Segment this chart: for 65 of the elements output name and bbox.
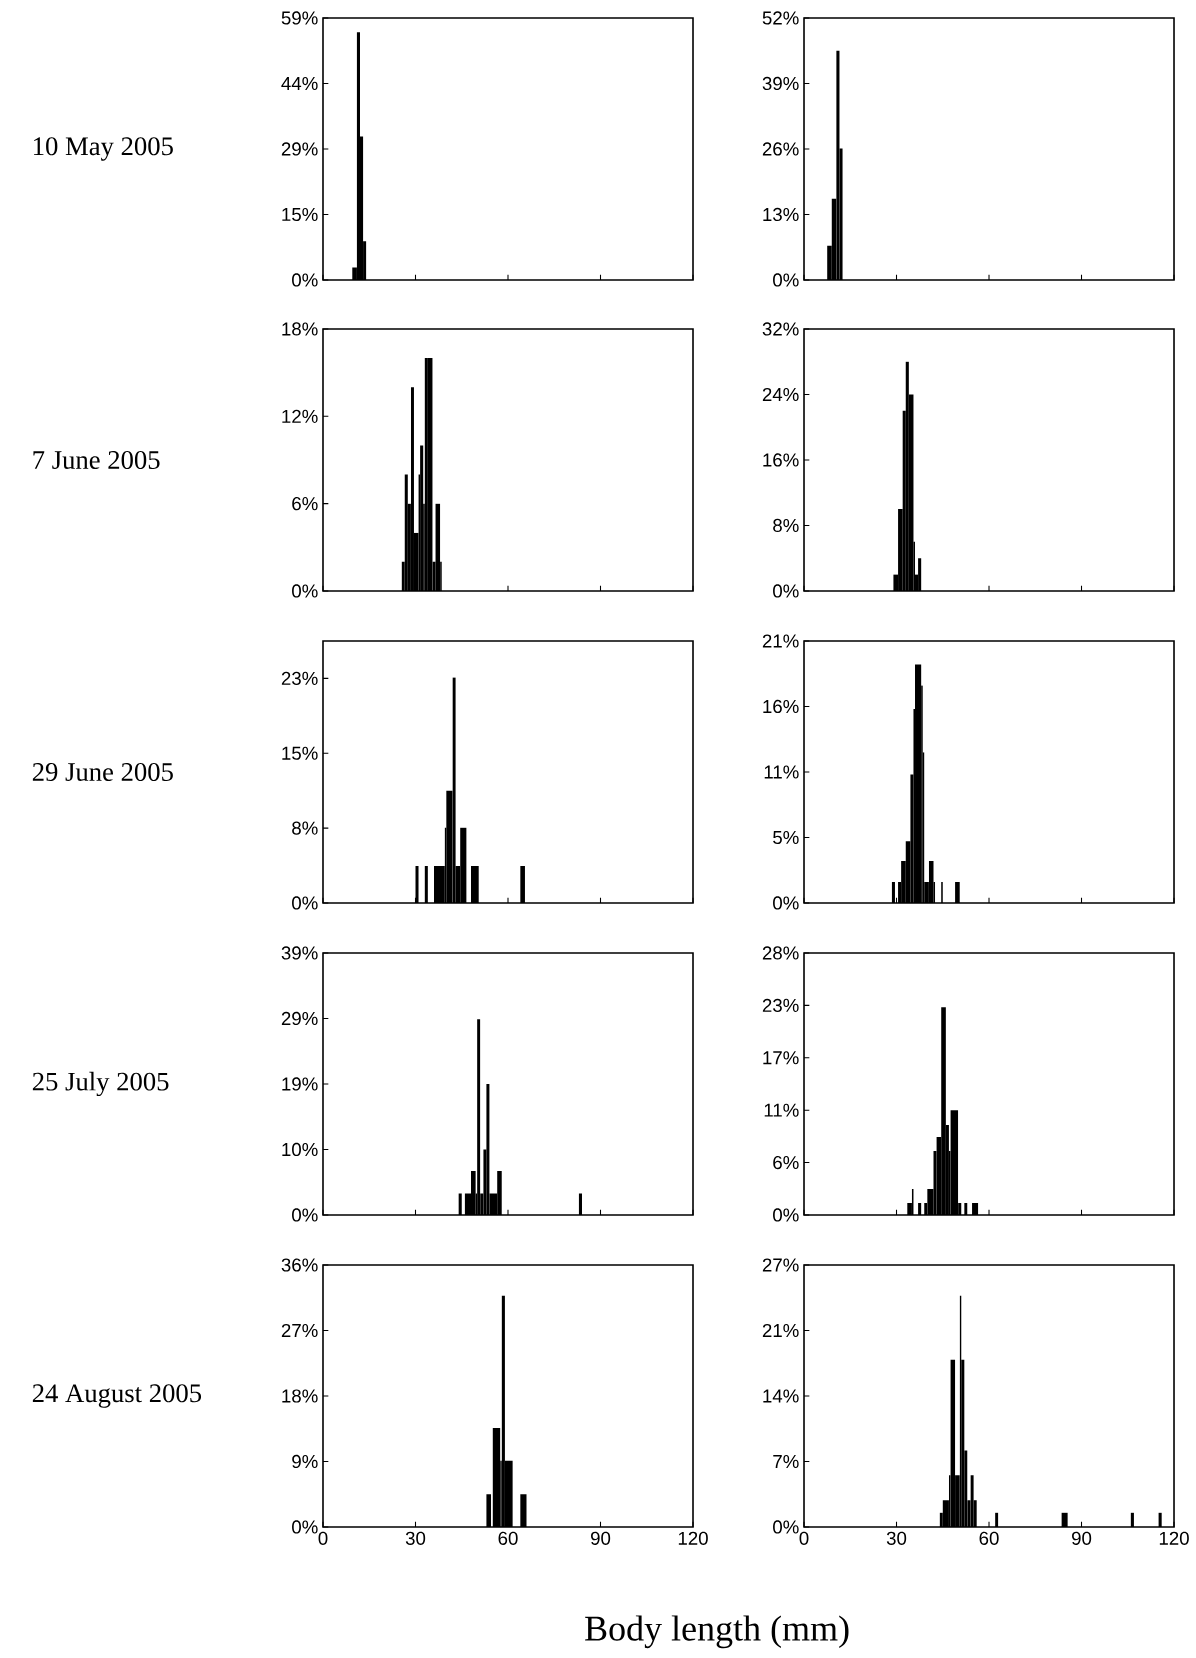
y-tick-label: 0% <box>292 896 318 910</box>
y-tick-label: 7% <box>773 1454 799 1469</box>
y-tick-label: 0% <box>292 1208 318 1222</box>
y-tick-label: 12% <box>282 409 318 423</box>
x-tick-label: 120 <box>678 1531 708 1545</box>
y-tick-label: 0% <box>773 1208 799 1222</box>
y-tick-label: 0% <box>292 273 318 287</box>
y-tick-label: 17% <box>763 1051 799 1065</box>
y-tick-label: 5% <box>773 830 799 845</box>
y-tick-label: 36% <box>281 1258 318 1272</box>
y-tick-label: 39% <box>281 946 318 960</box>
y-tick-label: 0% <box>292 584 318 598</box>
y-tick-label: 23% <box>762 998 799 1012</box>
y-tick-label: 0% <box>773 273 799 287</box>
y-axis-title: 7 June 2005 <box>33 450 160 469</box>
y-tick-label: 21% <box>762 634 799 648</box>
y-tick-label: 44% <box>281 76 318 90</box>
y-tick-label: 28% <box>762 946 799 960</box>
x-tick-label: 90 <box>1072 1531 1092 1545</box>
y-tick-label: 6% <box>773 1155 799 1170</box>
x-tick-label: 30 <box>886 1531 907 1545</box>
y-tick-label: 32% <box>762 322 799 336</box>
y-tick-label: 0% <box>773 1520 799 1534</box>
y-tick-label: 29% <box>281 142 318 156</box>
x-tick-label: 60 <box>498 1531 518 1545</box>
y-tick-label: 27% <box>281 1323 318 1338</box>
y-tick-label: 0% <box>292 1520 318 1534</box>
y-tick-label: 11% <box>764 1103 799 1117</box>
x-tick-label: 0 <box>318 1531 328 1545</box>
y-tick-label: 11% <box>764 765 799 779</box>
y-tick-label: 19% <box>282 1077 318 1091</box>
y-tick-label: 39% <box>762 76 799 91</box>
y-tick-label: 18% <box>282 1389 318 1403</box>
x-tick-label: 120 <box>1159 1531 1189 1545</box>
y-tick-label: 21% <box>762 1323 799 1338</box>
y-tick-label: 27% <box>762 1258 799 1272</box>
y-tick-label: 0% <box>773 584 799 598</box>
y-tick-label: 14% <box>763 1389 799 1403</box>
x-axis-title: Body length (mm) <box>585 1615 849 1649</box>
y-axis-title: 10 May 2005 <box>34 137 173 161</box>
y-tick-label: 26% <box>762 142 799 156</box>
y-tick-label: 8% <box>773 518 799 533</box>
y-axis-title: 29 June 2005 <box>32 762 173 781</box>
y-tick-label: 10% <box>282 1142 318 1157</box>
x-tick-label: 30 <box>405 1531 426 1545</box>
y-tick-label: 6% <box>292 497 318 511</box>
y-axis-title: 24 August 2005 <box>32 1384 202 1408</box>
y-tick-label: 24% <box>762 387 799 402</box>
y-tick-label: 16% <box>763 699 799 714</box>
x-tick-label: 60 <box>979 1531 999 1545</box>
x-tick-label: 90 <box>591 1531 611 1545</box>
y-tick-label: 9% <box>292 1454 318 1469</box>
y-tick-label: 13% <box>763 207 799 222</box>
y-tick-label: 52% <box>762 11 799 25</box>
y-tick-label: 59% <box>281 11 318 25</box>
y-tick-label: 15% <box>282 207 318 222</box>
y-tick-label: 23% <box>281 671 318 685</box>
x-tick-label: 0 <box>799 1531 809 1545</box>
y-tick-label: 8% <box>292 821 318 835</box>
y-tick-label: 18% <box>282 322 318 336</box>
y-tick-label: 15% <box>282 746 318 760</box>
y-axis-title: 25 July 2005 <box>32 1071 169 1097</box>
y-tick-label: 29% <box>281 1011 318 1026</box>
y-tick-label: 16% <box>763 453 799 467</box>
y-tick-label: 0% <box>773 896 799 910</box>
